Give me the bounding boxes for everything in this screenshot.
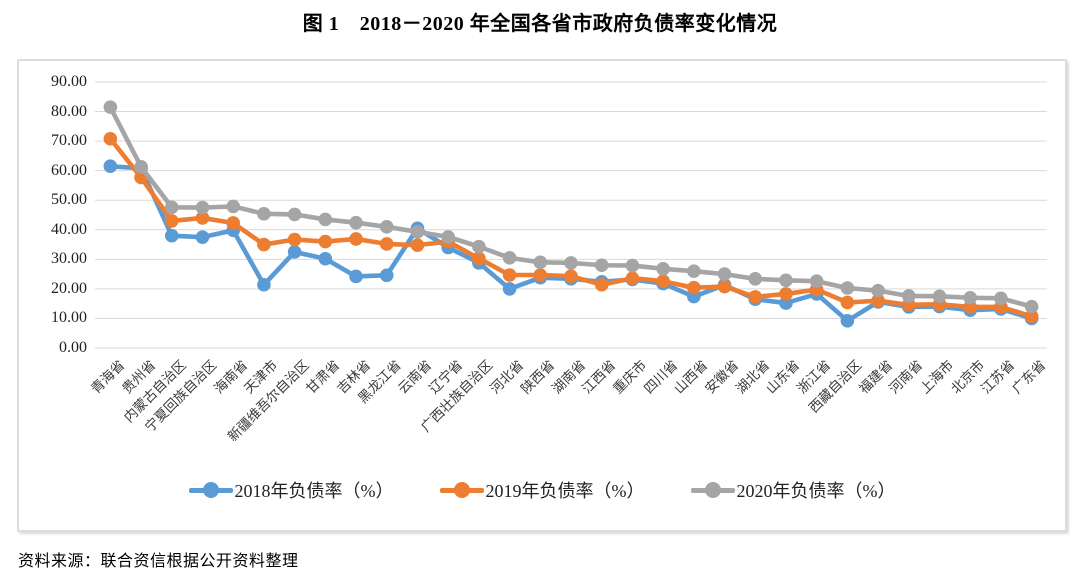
y-axis-tick-label: 30.00 (51, 250, 87, 268)
data-point-2018-新疆维吾尔自治区 (287, 245, 302, 259)
data-point-2019-湖北省 (748, 290, 763, 304)
data-point-2019-四川省 (656, 274, 670, 289)
data-point-2020-吉林省 (349, 215, 363, 230)
data-point-2020-海南省 (226, 199, 240, 214)
data-point-2019-天津市 (257, 237, 271, 252)
legend-label: 2020年负债率（%） (736, 481, 896, 501)
data-point-2019-西藏自治区 (840, 295, 855, 310)
data-point-2020-广西壮族自治区 (472, 239, 486, 254)
y-axis-tick-label: 0.00 (59, 339, 87, 356)
chart-plot-area (95, 81, 1047, 349)
data-point-2020-天津市 (257, 207, 271, 221)
data-point-2020-新疆维吾尔自治区 (287, 207, 302, 222)
data-point-2018-天津市 (257, 277, 271, 292)
data-point-2019-新疆维吾尔自治区 (287, 232, 302, 247)
data-point-2020-湖北省 (748, 272, 763, 286)
data-point-2019-福建省 (871, 293, 885, 308)
data-point-2019-青海省 (103, 131, 118, 146)
data-point-2019-内蒙古自治区 (164, 214, 179, 228)
legend-item-2018: 2018年负债率（%） (188, 477, 394, 503)
data-point-2020-北京市 (963, 290, 978, 305)
source-note: 资料来源：联合资信根据公开资料整理 (18, 553, 299, 570)
legend-item-2019: 2019年负债率（%） (439, 477, 645, 503)
y-axis-tick-label: 10.00 (51, 309, 87, 327)
legend-marker-dot (704, 482, 721, 498)
data-point-2020-青海省 (103, 100, 118, 114)
data-point-2019-山西省 (687, 280, 701, 295)
data-point-2020-安徽省 (717, 267, 732, 281)
data-point-2019-广东省 (1024, 309, 1039, 324)
data-point-2020-山东省 (779, 273, 793, 288)
data-point-2018-内蒙古自治区 (164, 228, 179, 243)
legend-label: 2019年负债率（%） (485, 481, 645, 501)
data-point-2019-重庆市 (625, 271, 640, 286)
legend-line-dot-marker (690, 482, 735, 498)
data-point-2019-陕西省 (533, 268, 548, 282)
data-point-2018-甘肃省 (318, 251, 333, 266)
data-point-2020-内蒙古自治区 (164, 200, 179, 215)
data-point-2019-吉林省 (349, 232, 363, 246)
data-point-2019-甘肃省 (318, 234, 333, 249)
data-point-2020-重庆市 (625, 258, 640, 273)
series-line-2019 (108, 136, 1034, 319)
data-point-2020-上海市 (932, 289, 947, 304)
data-point-2018-吉林省 (349, 269, 363, 284)
chart-frame: 90.00 80.00 70.00 60.00 50.00 40.00 30.00 20.00… (17, 59, 1067, 532)
legend-line-dot-marker (188, 482, 233, 498)
data-point-2019-海南省 (226, 216, 240, 230)
chart-legend: 2018年负债率（%） 2019年负债率（%） 2020年负债率（%） (19, 477, 1065, 503)
data-point-2020-湖南省 (564, 256, 578, 270)
data-point-2020-四川省 (656, 261, 670, 276)
data-point-2020-江苏省 (994, 291, 1008, 306)
data-point-2018-黑龙江省 (379, 268, 394, 283)
data-point-2020-甘肃省 (318, 212, 333, 227)
data-point-2020-河南省 (902, 289, 916, 303)
data-point-2019-黑龙江省 (379, 237, 394, 251)
legend-marker-dot (202, 482, 219, 498)
data-point-2020-河北省 (502, 251, 517, 265)
data-point-2020-辽宁省 (441, 230, 455, 244)
legend-line-dot-marker (439, 482, 484, 498)
data-point-2020-贵州省 (134, 160, 148, 174)
data-point-2020-广东省 (1024, 299, 1039, 314)
data-point-2018-青海省 (103, 159, 118, 174)
legend-item-2020: 2020年负债率（%） (690, 477, 896, 503)
data-point-2019-安徽省 (717, 279, 732, 294)
y-axis-tick-label: 50.00 (51, 191, 87, 209)
data-point-2020-云南省 (410, 225, 425, 239)
data-point-2020-宁夏回族自治区 (195, 200, 210, 215)
data-point-2019-广西壮族自治区 (472, 251, 486, 266)
data-point-2019-宁夏回族自治区 (195, 211, 210, 225)
data-point-2019-河北省 (502, 268, 517, 282)
data-point-2019-湖南省 (564, 269, 578, 283)
data-point-2020-陕西省 (533, 255, 548, 270)
data-point-2018-西藏自治区 (840, 314, 855, 328)
data-point-2018-宁夏回族自治区 (195, 230, 210, 244)
data-point-2020-西藏自治区 (840, 281, 855, 295)
series-line-2018 (108, 163, 1034, 324)
y-axis-tick-label: 20.00 (51, 279, 87, 297)
data-point-2019-江西省 (594, 277, 609, 292)
legend-marker-dot (453, 482, 470, 498)
figure-title: 图 1 2018－2020 年全国各省市政府负债率变化情况 (302, 13, 778, 35)
y-axis-tick-label: 60.00 (51, 161, 87, 179)
data-point-2018-河北省 (502, 282, 517, 296)
y-axis-tick-label: 90.00 (51, 73, 87, 90)
legend-label: 2018年负债率（%） (234, 481, 394, 501)
data-point-2020-江西省 (594, 258, 609, 273)
y-axis-tick-label: 70.00 (51, 132, 87, 150)
data-point-2020-浙江省 (809, 274, 824, 289)
data-point-2020-山西省 (687, 264, 701, 278)
data-point-2019-云南省 (410, 238, 425, 252)
y-axis-tick-label: 80.00 (51, 102, 87, 120)
data-point-2019-山东省 (779, 287, 793, 301)
data-point-2020-福建省 (871, 283, 885, 298)
data-point-2020-黑龙江省 (379, 220, 394, 234)
y-axis-tick-label: 40.00 (51, 220, 87, 238)
